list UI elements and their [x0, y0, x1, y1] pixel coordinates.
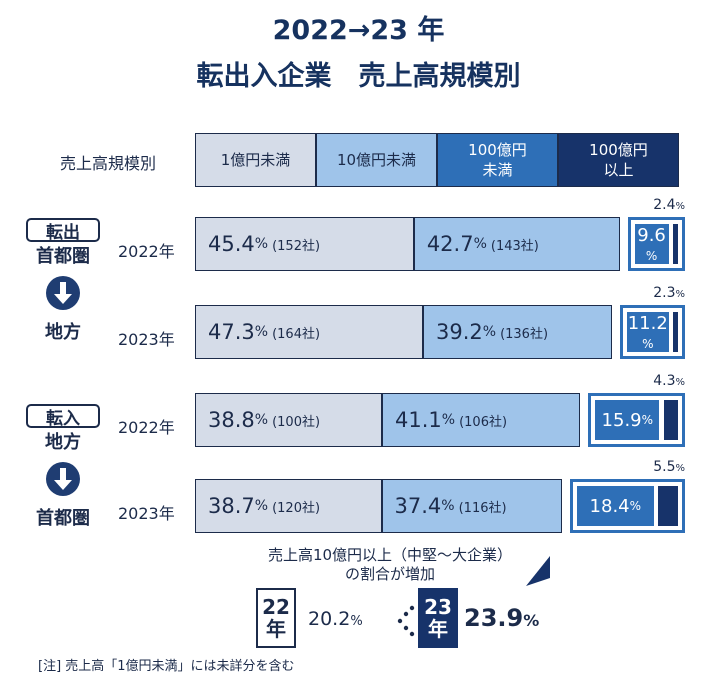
- from-share-value: 20.2: [308, 608, 351, 630]
- bar-value-label: 45.4: [208, 232, 255, 256]
- group-to-outflow: 地方: [45, 322, 81, 343]
- bar-count-label: (152社): [272, 238, 321, 254]
- bar-value-label: 11.2: [627, 313, 668, 334]
- year-label: 2022年: [118, 418, 175, 437]
- small-segment-value: 2.3: [653, 285, 676, 301]
- bar-count-label: (106社): [459, 414, 508, 430]
- bar-value-label: 47.3: [208, 320, 255, 344]
- bar-value-label: 15.9: [601, 409, 642, 431]
- bar-segment: 11.2%: [624, 310, 671, 354]
- bar-count-label: (100社): [272, 414, 321, 430]
- bar-count-label: (116社): [458, 500, 507, 516]
- year-label: 2022年: [118, 242, 175, 261]
- bar-count-label: (164社): [272, 326, 321, 342]
- small-segment-label: 2.4%: [653, 197, 685, 213]
- chart-title-line2: 転出入企業 売上高規模別: [196, 61, 521, 92]
- year-label: 2023年: [118, 504, 175, 523]
- bar-unit-label: %: [473, 236, 487, 252]
- legend-item: 1億円未満: [195, 133, 316, 187]
- note-line1: 売上高10億円以上（中堅～大企業）: [267, 546, 513, 564]
- year-label: 2023年: [118, 330, 175, 349]
- bar-value-label: 41.1: [395, 408, 442, 432]
- legend-item: 100億円 以上: [558, 133, 679, 187]
- group-label-inflow: 転入: [26, 404, 100, 429]
- bar-segment: 38.7% (120社): [195, 479, 382, 533]
- dotted-arrow-icon: [397, 605, 415, 637]
- bar-value-label: 42.7: [426, 232, 474, 256]
- small-segment-label: 5.5%: [653, 459, 685, 475]
- bar-unit-label: %: [482, 324, 497, 340]
- small-segment-value: 4.3: [653, 373, 676, 389]
- group-from-outflow: 首都圏: [36, 246, 90, 267]
- bar-value-label: 18.4: [589, 495, 630, 517]
- to-share: 23.9%: [464, 604, 539, 632]
- bar-segment: [670, 310, 680, 354]
- to-year-number: 23: [424, 595, 452, 619]
- group-to-inflow: 首都圏: [36, 508, 90, 529]
- pointer-triangle-icon: [526, 556, 550, 586]
- bar-count-label: (143社): [490, 238, 539, 254]
- bar-segment: 42.7% (143社): [413, 217, 620, 271]
- bar-segment: 39.2% (136社): [422, 305, 612, 359]
- from-year-number: 22: [262, 595, 290, 619]
- group-label-outflow: 転出: [26, 218, 100, 243]
- bar-segment: 37.4% (116社): [381, 479, 562, 533]
- bar-unit-label: %: [254, 412, 269, 428]
- note-line2: の割合が増加: [344, 565, 435, 583]
- bar-value-label: 39.2: [435, 320, 483, 344]
- small-segment-label: 2.3%: [653, 285, 685, 301]
- bar-segment: [655, 484, 680, 528]
- bar-segment: 18.4%: [574, 484, 656, 528]
- bar-unit-label: %: [642, 337, 654, 351]
- down-arrow-icon: [46, 276, 80, 310]
- small-segment-value: 2.4: [653, 197, 676, 213]
- bar-unit-label: %: [441, 498, 455, 514]
- bar-count-label: (120社): [272, 500, 321, 516]
- to-year-badge: 23 年: [418, 588, 458, 648]
- bar-segment: 9.6%: [632, 222, 671, 266]
- bar-segment: 41.1% (106社): [382, 393, 581, 447]
- bar-value-label: 38.8: [208, 408, 255, 432]
- bar-segment: 38.8% (100社): [195, 393, 383, 447]
- from-year-suffix: 年: [266, 617, 286, 641]
- bar-value-label: 38.7: [208, 494, 255, 518]
- to-share-value: 23.9: [464, 604, 524, 632]
- bar-unit-label: %: [254, 498, 269, 514]
- bar-value-label: 37.4: [394, 494, 442, 518]
- bar-unit-label: %: [629, 499, 642, 513]
- bar-segment: [661, 398, 680, 442]
- bar-value-label: 9.6: [637, 225, 666, 246]
- bar-segment: [670, 222, 680, 266]
- footnote: [注] 売上高「1億円未満」には未詳分を含む: [38, 659, 295, 674]
- group-from-inflow: 地方: [45, 432, 81, 453]
- from-share: 20.2%: [308, 608, 363, 630]
- small-segment-value: 5.5: [653, 459, 676, 475]
- bar-unit-label: %: [254, 236, 269, 252]
- bar-unit-label: %: [645, 249, 658, 263]
- chart-title-line1: 2022→23 年: [272, 15, 445, 46]
- legend-item: 10億円未満: [316, 133, 437, 187]
- bar-segment: 45.4% (152社): [195, 217, 414, 271]
- small-segment-unit: %: [675, 377, 685, 388]
- to-year-suffix: 年: [428, 617, 448, 641]
- bar-unit-label: %: [441, 412, 456, 428]
- bar-unit-label: %: [254, 324, 269, 340]
- from-share-unit: %: [350, 614, 363, 629]
- from-year-badge: 22 年: [256, 588, 296, 648]
- to-share-unit: %: [523, 611, 540, 630]
- bar-segment: 15.9%: [593, 398, 662, 442]
- bar-unit-label: %: [641, 413, 654, 427]
- small-segment-unit: %: [675, 463, 685, 474]
- small-segment-label: 4.3%: [653, 373, 685, 389]
- small-segment-unit: %: [675, 289, 685, 300]
- legend-label: 売上高規模別: [60, 154, 157, 173]
- bar-count-label: (136社): [500, 326, 549, 342]
- legend-item: 100億円 未満: [437, 133, 558, 187]
- small-segment-unit: %: [675, 201, 685, 212]
- bar-segment: 47.3% (164社): [195, 305, 423, 359]
- down-arrow-icon: [46, 462, 80, 496]
